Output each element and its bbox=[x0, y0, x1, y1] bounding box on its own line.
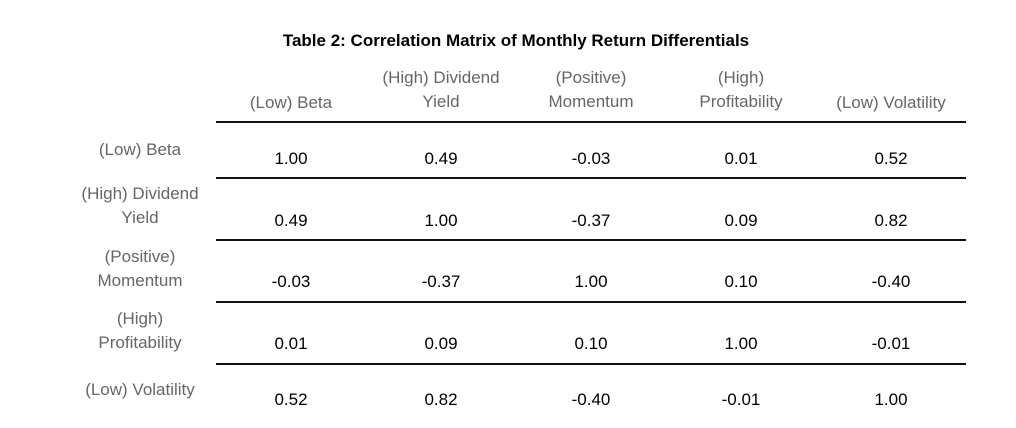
row-divider bbox=[216, 177, 966, 179]
table-cell: 1.00 bbox=[274, 149, 308, 168]
table-cell: 0.09 bbox=[724, 211, 758, 230]
table-cell: -0.37 bbox=[571, 211, 611, 230]
table-cell: 0.82 bbox=[424, 390, 458, 409]
table-cell: -0.01 bbox=[871, 334, 911, 353]
table-cell: 0.10 bbox=[724, 272, 758, 291]
row-divider bbox=[216, 363, 966, 365]
table-cell: 1.00 bbox=[424, 211, 458, 230]
table-cell: -0.01 bbox=[721, 390, 761, 409]
column-header-positive-momentum: (Positive) Momentum bbox=[548, 68, 634, 111]
column-header-low-beta: (Low) Beta bbox=[249, 93, 333, 112]
table-cell: -0.37 bbox=[421, 272, 461, 291]
row-header-low-beta: (Low) Beta bbox=[98, 140, 182, 159]
row-divider bbox=[216, 239, 966, 241]
row-header-low-volatility: (Low) Volatility bbox=[85, 380, 195, 399]
row-divider bbox=[216, 301, 966, 303]
table-title: Table 2: Correlation Matrix of Monthly R… bbox=[282, 31, 750, 50]
row-header-high-profitability: (High) Profitability bbox=[98, 309, 182, 352]
table-cell: 0.52 bbox=[274, 390, 308, 409]
row-header-high-dividend-yield: (High) Dividend Yield bbox=[81, 184, 199, 227]
table-cell: -0.03 bbox=[571, 149, 611, 168]
table-cell: 0.01 bbox=[724, 149, 758, 168]
table-cell: -0.40 bbox=[571, 390, 611, 409]
column-header-high-dividend-yield: (High) Dividend Yield bbox=[382, 68, 500, 111]
table-cell: 0.52 bbox=[874, 149, 908, 168]
table-cell: 1.00 bbox=[724, 334, 758, 353]
table-cell: 0.49 bbox=[274, 211, 308, 230]
table-cell: 0.09 bbox=[424, 334, 458, 353]
header-rule bbox=[216, 121, 966, 123]
table-cell: 1.00 bbox=[574, 272, 608, 291]
row-header-positive-momentum: (Positive) Momentum bbox=[97, 247, 183, 290]
column-header-low-volatility: (Low) Volatility bbox=[836, 93, 946, 112]
table-cell: 0.82 bbox=[874, 211, 908, 230]
table-cell: 1.00 bbox=[874, 390, 908, 409]
table-cell: 0.10 bbox=[574, 334, 608, 353]
table-cell: -0.40 bbox=[871, 272, 911, 291]
table-cell: 0.01 bbox=[274, 334, 308, 353]
column-header-high-profitability: (High) Profitability bbox=[699, 68, 783, 111]
table-cell: -0.03 bbox=[271, 272, 311, 291]
table-cell: 0.49 bbox=[424, 149, 458, 168]
